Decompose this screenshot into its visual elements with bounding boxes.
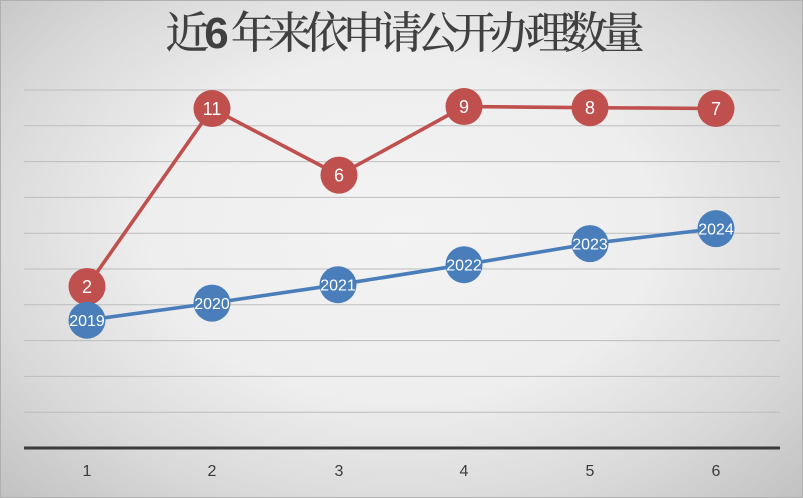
svg-text:9: 9 bbox=[459, 97, 469, 117]
svg-text:6: 6 bbox=[712, 463, 721, 480]
svg-text:2023: 2023 bbox=[572, 237, 608, 254]
svg-text:7: 7 bbox=[711, 99, 721, 119]
svg-text:2: 2 bbox=[82, 277, 92, 297]
svg-text:1: 1 bbox=[83, 463, 92, 480]
svg-text:2024: 2024 bbox=[698, 222, 734, 239]
svg-text:2019: 2019 bbox=[69, 313, 105, 330]
svg-text:2: 2 bbox=[208, 463, 217, 480]
svg-text:6: 6 bbox=[334, 166, 344, 186]
svg-text:8: 8 bbox=[585, 98, 595, 118]
svg-text:3: 3 bbox=[335, 463, 344, 480]
svg-text:4: 4 bbox=[460, 463, 469, 480]
svg-text:5: 5 bbox=[586, 463, 595, 480]
svg-text:2022: 2022 bbox=[446, 258, 482, 275]
svg-text:11: 11 bbox=[203, 99, 222, 119]
svg-text:2021: 2021 bbox=[320, 278, 356, 295]
svg-text:2020: 2020 bbox=[194, 296, 230, 313]
